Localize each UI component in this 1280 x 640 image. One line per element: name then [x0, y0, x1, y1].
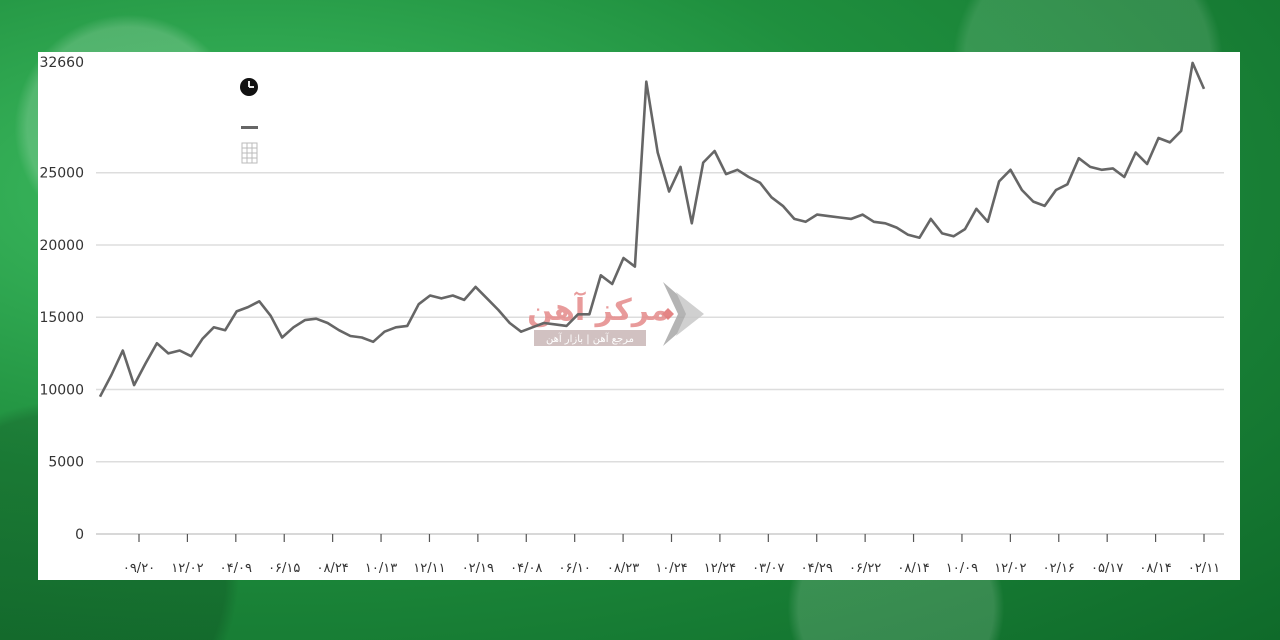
chart-panel: 0 5000 10000 15000 20000 25000 32660 ۰۹/۲۰ ۱۲/۰… [38, 52, 1240, 580]
x-tick-label: ۰۴/۰۸ [510, 561, 542, 576]
x-tick-label: ۰۵/۱۷ [1091, 561, 1123, 576]
x-tick-label: ۰۶/۱۰ [559, 561, 591, 576]
y-axis-ticks: 0 5000 10000 15000 20000 25000 32660 [39, 55, 84, 543]
watermark: مرکز آهن مرجع آهن | بازار آهن [527, 282, 704, 346]
x-tick-label: ۰۲/۱۱ [1188, 561, 1220, 576]
x-tick-label: ۱۲/۰۲ [171, 561, 203, 576]
watermark-subtitle-bar [534, 330, 646, 346]
series-line [98, 61, 1206, 398]
x-tick-label: ۰۳/۰۷ [752, 561, 784, 576]
x-tick-label: ۱۰/۰۹ [946, 561, 978, 576]
grid-lines [96, 171, 1224, 463]
clock-icon [240, 78, 258, 96]
x-axis: ۰۹/۲۰ ۱۲/۰۲ ۰۴/۰۹ ۰۶/۱۵ ۰۸/۲۴ ۱۰/۱۳ ۱۲/۱۱ ۰۲/۱۹… [96, 533, 1224, 576]
x-tick-label: ۰۸/۱۴ [897, 561, 929, 576]
grid-icon [241, 142, 258, 164]
y-tick-label: 15000 [39, 310, 84, 326]
x-tick-label: ۰۲/۱۹ [462, 561, 494, 576]
y-tick-label: 0 [75, 527, 84, 543]
x-tick-label: ۰۴/۰۹ [220, 561, 252, 576]
y-max-label: 32660 [39, 55, 84, 71]
watermark-subtitle: مرجع آهن | بازار آهن [546, 332, 634, 345]
y-tick-label: 20000 [39, 238, 84, 254]
x-tick-label: ۰۶/۱۵ [268, 561, 300, 576]
x-tick-label: ۱۲/۱۱ [413, 561, 445, 576]
x-tick-label: ۱۲/۰۲ [994, 561, 1026, 576]
x-tick-label: ۱۰/۲۴ [655, 561, 687, 576]
y-tick-label: 5000 [48, 455, 84, 471]
x-tick-label: ۰۸/۱۴ [1139, 561, 1171, 576]
x-tick-label: ۱۲/۲۴ [704, 561, 736, 576]
legend-series-swatch [241, 126, 258, 129]
x-tick-label: ۰۸/۲۳ [607, 561, 639, 576]
x-tick-label: ۰۶/۲۲ [849, 561, 881, 576]
y-tick-label: 25000 [39, 166, 84, 182]
watermark-title: مرکز آهن [527, 291, 669, 328]
price-line-chart: 0 5000 10000 15000 20000 25000 32660 ۰۹/۲۰ ۱۲/۰… [39, 55, 1224, 576]
y-tick-label: 10000 [39, 382, 84, 398]
watermark-logo-icon [662, 282, 704, 346]
x-tick-label: ۰۹/۲۰ [123, 561, 155, 576]
x-tick-label: ۰۲/۱۶ [1043, 561, 1075, 576]
x-tick-label: ۱۰/۱۳ [365, 561, 397, 576]
legend [240, 78, 258, 164]
x-tick-label: ۰۴/۲۹ [801, 561, 833, 576]
x-tick-label: ۰۸/۲۴ [316, 561, 348, 576]
